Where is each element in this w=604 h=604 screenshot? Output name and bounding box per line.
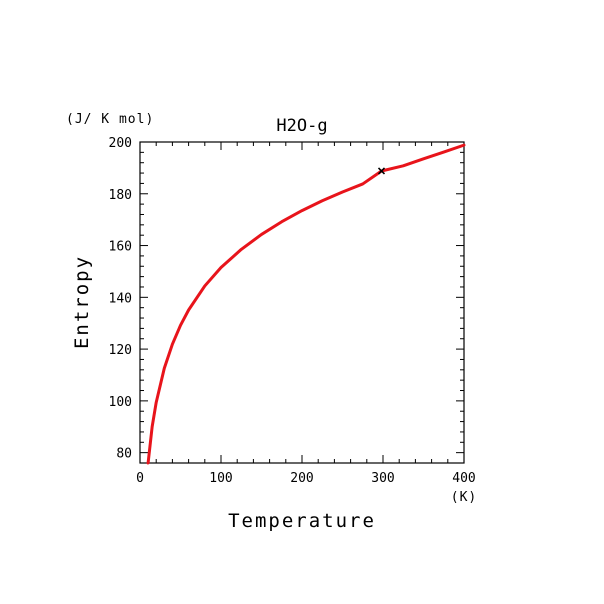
chart-title: H2O-g <box>276 116 327 136</box>
y-tick-label: 140 <box>109 291 132 306</box>
y-tick-label: 200 <box>109 136 132 151</box>
x-unit-label: (K) <box>451 490 477 505</box>
x-tick-label: 300 <box>371 471 394 486</box>
plot-area: 0 100 200 300 400 80 100 120 140 160 180 200 <box>109 136 476 486</box>
y-tick-label: 180 <box>109 188 132 203</box>
x-axis-title: Temperature <box>228 510 376 532</box>
y-tick-label: 100 <box>109 395 132 410</box>
y-tick-label: 160 <box>109 240 132 255</box>
x-tick-label: 400 <box>452 471 475 486</box>
y-axis-title: Entropy <box>71 255 93 349</box>
entropy-curve <box>146 143 466 465</box>
x-tick-label: 0 <box>136 471 144 486</box>
reference-point-marker <box>377 167 386 175</box>
y-unit-label: (J/ K mol) <box>66 112 154 127</box>
x-tick-label: 200 <box>290 471 313 486</box>
y-tick-label: 120 <box>109 343 132 358</box>
plot-frame <box>139 141 465 464</box>
y-tick-label: 80 <box>116 447 132 462</box>
x-tick-label: 100 <box>209 471 232 486</box>
